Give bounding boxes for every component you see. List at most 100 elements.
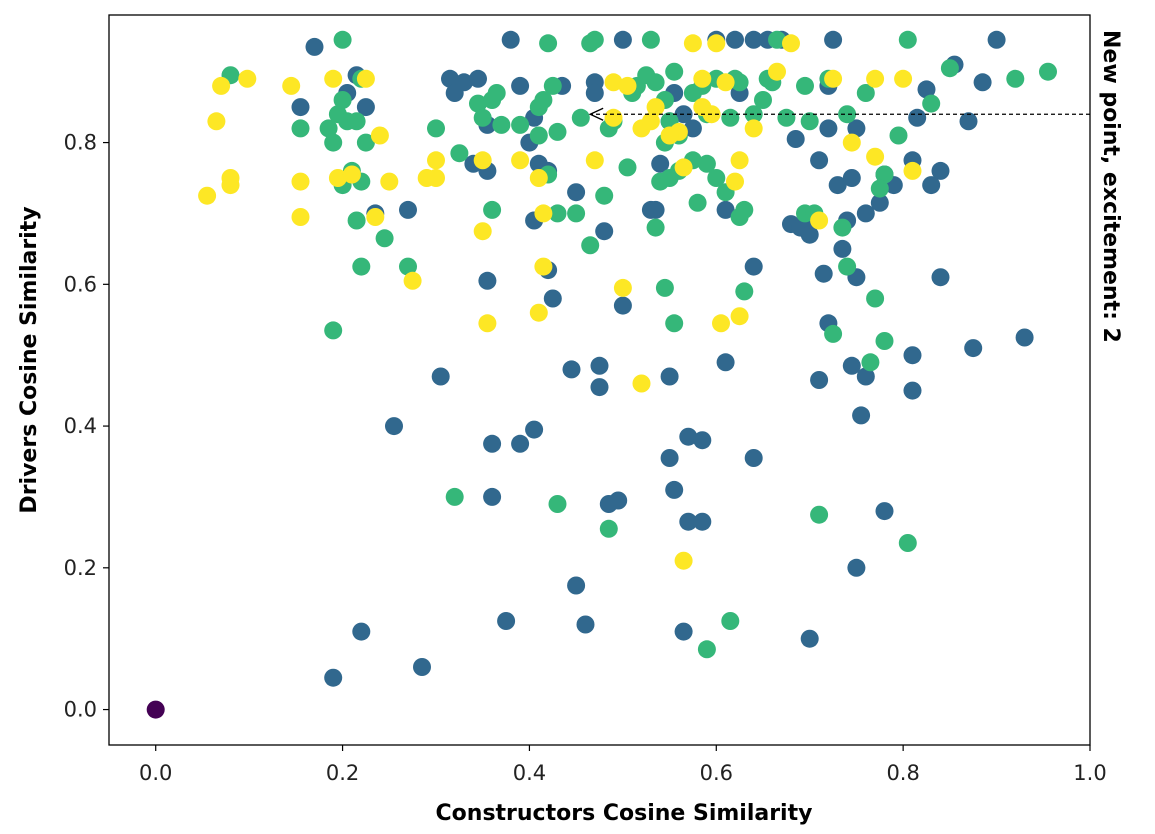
scatter-point <box>543 76 562 95</box>
scatter-point <box>539 34 558 53</box>
scatter-point <box>590 378 609 397</box>
scatter-point <box>679 512 698 531</box>
scatter-point <box>543 289 562 308</box>
scatter-point <box>838 105 857 124</box>
scatter-point <box>922 94 941 113</box>
scatter-point <box>483 200 502 219</box>
scatter-point <box>207 112 226 131</box>
scatter-point <box>838 257 857 276</box>
scatter-point <box>660 367 679 386</box>
y-tick-label: 0.6 <box>64 272 97 296</box>
scatter-point <box>768 30 786 49</box>
scatter-point <box>1006 69 1025 88</box>
plot-frame <box>108 14 1091 746</box>
scatter-point <box>665 480 684 499</box>
scatter-point <box>707 169 726 187</box>
scatter-point <box>898 30 917 49</box>
scatter-point <box>735 282 754 301</box>
scatter-point <box>567 183 586 202</box>
scatter-point <box>562 360 581 379</box>
scatter-point <box>856 84 875 102</box>
scatter-point <box>399 200 417 219</box>
scatter-point <box>646 98 665 117</box>
scatter-point <box>548 495 567 513</box>
scatter-point <box>870 179 889 198</box>
scatter-point <box>693 512 712 531</box>
scatter-point <box>674 158 693 177</box>
scatter-point <box>427 151 445 170</box>
scatter-point <box>824 324 843 343</box>
scatter-point <box>735 200 754 219</box>
scatter-point <box>347 112 366 131</box>
scatter-point <box>356 98 375 117</box>
scatter-point <box>356 133 375 152</box>
scatter-point <box>609 491 628 510</box>
scatter-point <box>660 449 679 467</box>
scatter-point <box>613 278 632 297</box>
scatter-point <box>693 98 712 117</box>
scatter-point <box>473 108 492 127</box>
scatter-point <box>894 69 913 88</box>
scatter-point <box>469 94 487 113</box>
scatter-point <box>478 271 497 290</box>
scatter-point <box>618 76 637 95</box>
scatter-point <box>604 73 623 92</box>
scatter-point <box>651 154 670 173</box>
scatter-point <box>786 130 805 148</box>
scatter-point <box>291 208 310 226</box>
scatter-point <box>473 222 492 241</box>
scatter-point <box>501 30 520 49</box>
scatter-point <box>319 119 338 138</box>
scatter-point <box>697 640 716 659</box>
scatter-point <box>548 204 567 223</box>
scatter-point <box>1039 62 1057 81</box>
scatter-point <box>908 108 927 127</box>
scatter-point <box>940 59 959 78</box>
scatter-point <box>291 119 310 138</box>
y-tick-label: 0.2 <box>64 556 97 580</box>
scatter-point <box>726 30 744 49</box>
scatter-point <box>585 151 604 170</box>
scatter-point <box>810 211 829 230</box>
x-tick-label: 0.8 <box>886 761 919 785</box>
scatter-point <box>712 314 730 333</box>
scatter-point <box>529 169 548 187</box>
scatter-point <box>366 208 385 226</box>
scatter-point <box>333 91 352 109</box>
data-points <box>146 30 1057 719</box>
scatter-point <box>441 69 459 88</box>
scatter-point <box>324 668 343 687</box>
scatter-point <box>413 658 431 676</box>
scatter-point <box>375 229 394 248</box>
scatter-point <box>641 30 660 49</box>
scatter-point <box>987 30 1006 49</box>
scatter-point <box>445 487 464 506</box>
scatter-point <box>917 80 936 99</box>
x-axis-ticks: 0.0 0.2 0.4 0.6 0.8 1.0 <box>139 745 1107 785</box>
scatter-point <box>511 115 530 134</box>
scatter-point <box>856 204 875 223</box>
scatter-point <box>856 367 875 386</box>
scatter-point <box>800 629 819 648</box>
scatter-point <box>824 30 843 49</box>
scatter-point <box>810 505 829 524</box>
scatter-point <box>665 62 684 81</box>
scatter-point <box>768 62 786 81</box>
scatter-point <box>707 34 726 53</box>
scatter-point <box>866 289 885 308</box>
scatter-point <box>511 76 530 95</box>
scatter-point <box>683 119 702 138</box>
scatter-point <box>328 169 347 187</box>
scatter-point <box>814 264 833 283</box>
scatter-point <box>399 257 417 276</box>
scatter-point <box>810 151 829 170</box>
scatter-point <box>828 176 847 195</box>
scatter-point <box>679 427 698 446</box>
scatter-point <box>660 126 679 145</box>
scatter-point <box>585 84 604 102</box>
scatter-point <box>744 449 763 467</box>
scatter-point <box>595 222 614 241</box>
scatter-point <box>548 122 567 141</box>
scatter-point <box>529 303 548 322</box>
